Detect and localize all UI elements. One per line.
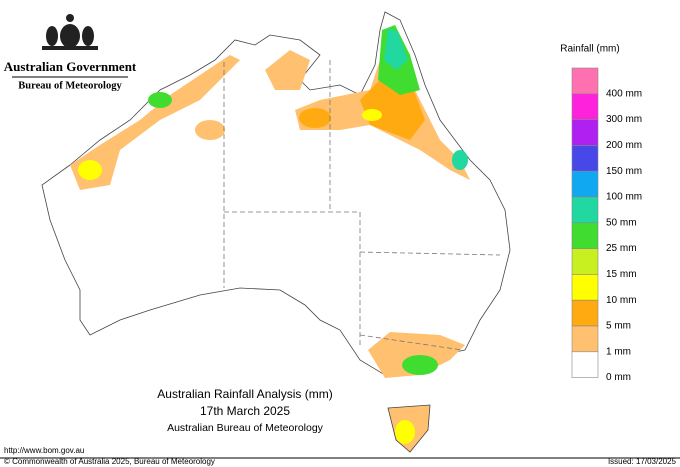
legend-label: 15 mm xyxy=(606,269,637,280)
legend-swatch xyxy=(571,67,599,95)
copyright: © Commonwealth of Australia 2025, Bureau… xyxy=(4,457,215,466)
map-source: Australian Bureau of Meteorology xyxy=(167,422,324,434)
legend-label: 10 mm xyxy=(606,295,637,306)
legend-label: 0 mm xyxy=(606,372,631,383)
crest xyxy=(42,14,98,50)
map xyxy=(41,11,511,453)
legend-label: 150 mm xyxy=(606,166,642,177)
legend-swatch xyxy=(571,274,599,301)
issued: Issued: 17/03/2025 xyxy=(608,457,677,466)
legend-swatch xyxy=(571,248,599,275)
legend-swatch xyxy=(571,119,599,146)
legend-swatch xyxy=(571,222,599,249)
legend-label: 300 mm xyxy=(606,114,642,125)
state-borders xyxy=(223,60,501,351)
legend-label: 1 mm xyxy=(606,346,631,357)
legend-label: 50 mm xyxy=(606,217,637,228)
legend-swatch xyxy=(571,351,599,378)
legend-swatch xyxy=(571,299,599,327)
map-title: Australian Rainfall Analysis (mm) xyxy=(157,387,332,401)
legend-swatch xyxy=(571,170,599,198)
legend-label: 25 mm xyxy=(606,243,637,254)
map-date: 17th March 2025 xyxy=(200,404,290,418)
legend-label: 400 mm xyxy=(606,88,642,99)
rain-areas xyxy=(70,25,470,444)
legend-title: Rainfall (mm) xyxy=(560,44,619,55)
bureau: Bureau of Meteorology xyxy=(18,80,122,91)
legend: 400 mm 300 mm 200 mm 150 mm 100 mm 50 mm 25 mm… xyxy=(571,67,642,383)
legend-swatch xyxy=(571,93,599,120)
agency: Australian Government xyxy=(4,59,137,74)
url: http://www.bom.gov.au xyxy=(4,446,84,455)
legend-label: 5 mm xyxy=(606,321,631,332)
legend-swatch xyxy=(571,145,599,172)
legend-label: 200 mm xyxy=(606,140,642,151)
legend-swatch xyxy=(571,196,599,224)
legend-label: 100 mm xyxy=(606,192,642,203)
legend-swatch xyxy=(571,325,599,353)
